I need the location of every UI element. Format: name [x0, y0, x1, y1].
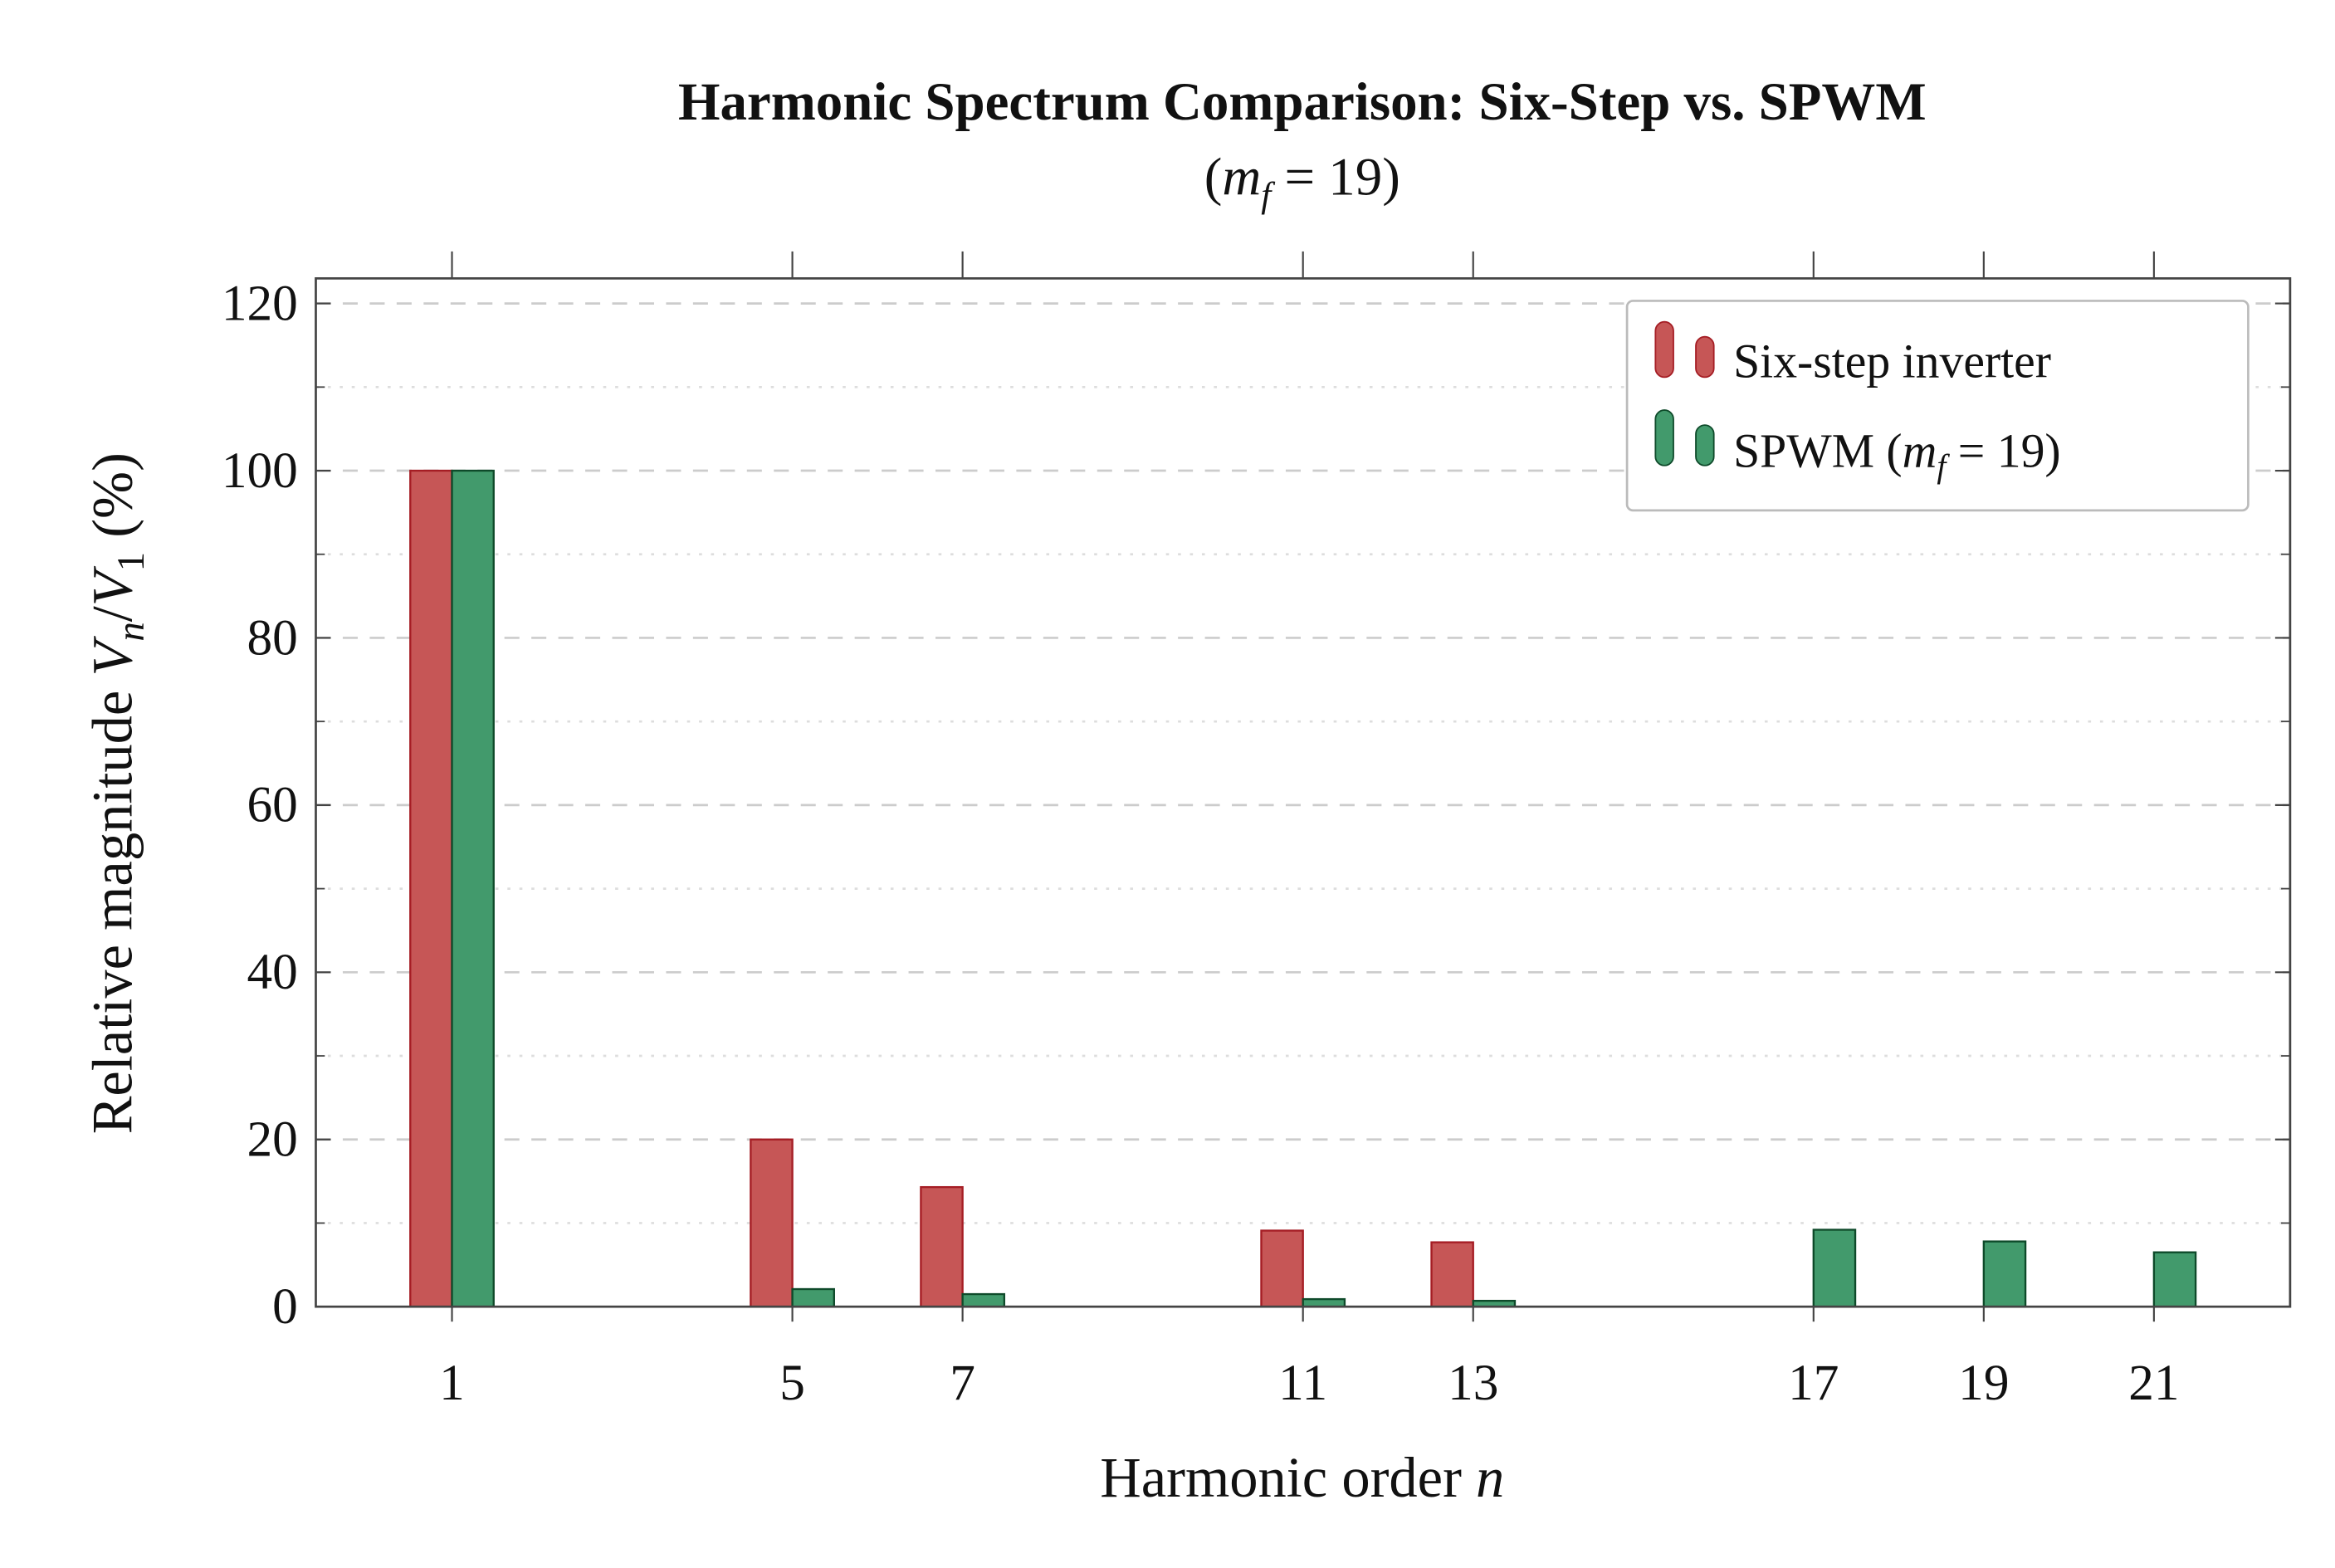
x-tick-label: 5 — [779, 1355, 805, 1411]
bar-spwm-17 — [1812, 1229, 1857, 1308]
y-tick-label: 80 — [247, 609, 298, 666]
ticks: 0 20 40 60 80 100 120 1 5 7 11 13 17 19 21 — [222, 251, 2290, 1411]
bar-spwm-19 — [1982, 1240, 2027, 1308]
x-tick-label: 11 — [1278, 1355, 1327, 1411]
bars — [409, 469, 2197, 1308]
bar-six-step-7 — [920, 1185, 964, 1308]
chart-title: Harmonic Spectrum Comparison: Six-Step v… — [678, 72, 1927, 132]
legend: Six-step inverter SPWM (mf = 19) — [1625, 300, 2250, 512]
x-tick-label: 19 — [1958, 1355, 2009, 1411]
bar-spwm-11 — [1302, 1297, 1346, 1308]
legend-label-six-step: Six-step inverter — [1733, 335, 2051, 388]
x-tick-label: 17 — [1788, 1355, 1839, 1411]
bar-six-step-11 — [1260, 1229, 1304, 1308]
y-tick-label: 60 — [247, 777, 298, 833]
legend-swatch-spwm — [1654, 409, 1674, 466]
legend-label-spwm: SPWM (mf = 19) — [1733, 426, 2061, 486]
y-tick-label: 120 — [222, 275, 298, 331]
x-tick-label: 1 — [439, 1355, 465, 1411]
bar-six-step-13 — [1430, 1241, 1474, 1308]
y-tick-label: 40 — [247, 944, 298, 1000]
legend-swatch-spwm — [1695, 424, 1715, 466]
y-tick-label: 100 — [222, 442, 298, 499]
bar-spwm-1 — [451, 469, 495, 1308]
x-tick-label: 21 — [2128, 1355, 2179, 1411]
legend-swatch-six-step — [1654, 320, 1674, 379]
bar-six-step-1 — [409, 469, 453, 1308]
x-tick-label: 7 — [950, 1355, 975, 1411]
bar-six-step-5 — [750, 1138, 794, 1308]
legend-box — [1625, 300, 2250, 512]
y-tick-label: 0 — [272, 1278, 298, 1335]
bar-spwm-7 — [961, 1292, 1006, 1308]
bar-spwm-5 — [791, 1287, 835, 1308]
y-axis-label: Relative magnitude Vn/V1 (%) — [81, 452, 153, 1134]
chart-subtitle: (mf = 19) — [1204, 147, 1400, 214]
x-tick-label: 13 — [1448, 1355, 1498, 1411]
legend-swatch-six-step — [1695, 335, 1715, 379]
x-axis-label: Harmonic order n — [1100, 1446, 1504, 1509]
y-tick-label: 20 — [247, 1111, 298, 1168]
bar-spwm-21 — [2152, 1251, 2197, 1308]
